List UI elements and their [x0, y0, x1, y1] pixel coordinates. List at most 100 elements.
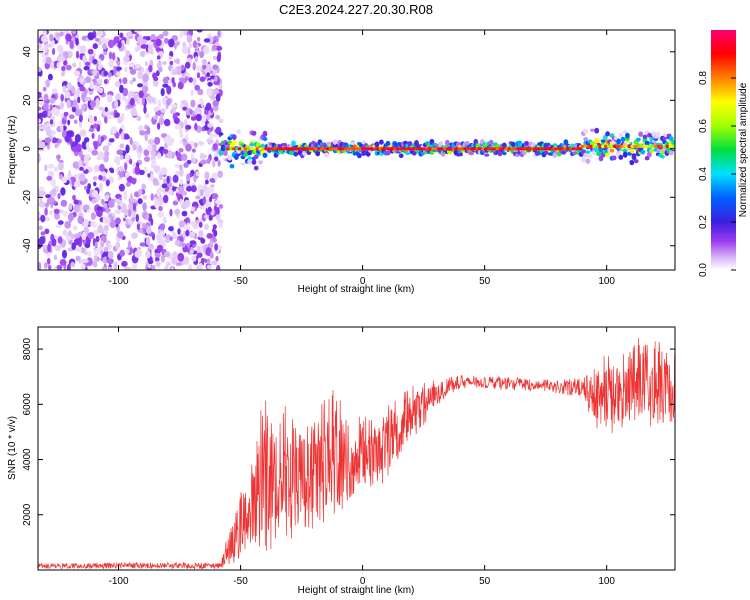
spectrogram-noise-cell — [100, 240, 105, 248]
spectrogram-signal-cell — [609, 148, 615, 153]
spectrogram-signal-cell — [444, 139, 450, 146]
spectrogram-signal-cell — [662, 132, 668, 137]
spectrogram-noise-cell — [65, 64, 72, 71]
spectrogram-noise-cell — [199, 76, 206, 82]
spectrogram-noise-cell — [72, 161, 80, 169]
spectrogram-ylabel: Frequency (Hz) — [7, 116, 18, 185]
spectrogram-noise-cell — [189, 240, 197, 245]
spectrogram-noise-cell — [147, 173, 151, 178]
spectrogram-signal-cell — [618, 132, 624, 138]
spectrogram-signal-cell — [616, 152, 621, 156]
spectrogram-noise-cell — [60, 71, 65, 77]
colorbar-tick-label: 0.4 — [698, 167, 709, 181]
spectrogram-noise-cell — [68, 203, 73, 211]
spectrogram-noise-cell — [43, 262, 48, 269]
spectrogram-noise-cell — [217, 160, 221, 167]
spectrogram-noise-cell — [60, 187, 66, 196]
spectrogram-noise-cell — [204, 223, 209, 230]
spectrogram-noise-cell — [69, 40, 74, 49]
spectrogram-noise-cell — [195, 65, 202, 72]
spectrogram-noise-cell — [60, 93, 64, 102]
spectrogram-noise-cell — [154, 115, 158, 120]
spectrogram-noise-cell — [165, 238, 170, 244]
spectrogram-noise-cell — [114, 100, 119, 109]
spectrogram-signal-cell — [642, 134, 648, 139]
spectrogram-noise-cell — [134, 250, 142, 258]
spectrogram-noise-cell — [73, 204, 80, 213]
spectrogram-noise-cell — [180, 100, 188, 105]
spectrogram-noise-cell — [190, 157, 197, 164]
spectrogram-xlabel: Height of straight line (km) — [298, 284, 415, 295]
spectrogram-noise-cell — [206, 264, 213, 270]
spectrogram-noise-cell — [143, 149, 150, 157]
spectrogram-noise-cell — [39, 196, 43, 204]
spectrogram-noise-cell — [107, 72, 112, 78]
spectrogram-noise-cell — [107, 258, 114, 265]
spectrogram-noise-cell — [93, 141, 98, 150]
spectrogram-noise-cell — [154, 199, 158, 209]
spectrogram-noise-cell — [199, 160, 207, 165]
spectrogram-noise-cell — [142, 223, 147, 229]
spectrogram-noise-cell — [52, 47, 56, 56]
spectrogram-noise-cell — [214, 199, 221, 205]
spectrogram-noise-cell — [46, 257, 51, 265]
spectrogram-noise-cell — [134, 46, 139, 53]
spectrogram-noise-cell — [218, 84, 223, 90]
spectrogram-signal-cell — [488, 139, 494, 146]
spectrogram-noise-cell — [212, 64, 219, 70]
spectrogram-noise-cell — [190, 99, 196, 108]
spectrogram-noise-cell — [194, 122, 198, 131]
spectrogram-cells — [38, 30, 675, 270]
colorbar-tick-label: 0.8 — [698, 71, 709, 85]
spectrogram-noise-cell — [215, 255, 219, 262]
spectrogram-noise-cell — [44, 164, 48, 172]
spectrogram-noise-cell — [114, 156, 121, 164]
spectrogram-noise-cell — [60, 124, 64, 133]
spectrogram-noise-cell — [178, 220, 185, 228]
spectrogram-noise-cell — [42, 86, 47, 92]
spectrogram-noise-cell — [124, 266, 131, 270]
spectrogram-noise-cell — [123, 55, 130, 62]
spectrogram-noise-cell — [180, 64, 185, 71]
spectrogram-noise-cell — [200, 154, 207, 159]
spectrogram-noise-cell — [76, 87, 80, 97]
spectrogram-noise-cell — [39, 236, 45, 245]
spectrogram-peak-cell — [671, 144, 675, 148]
spectrogram-signal-cell — [247, 159, 253, 165]
spectrogram-noise-cell — [131, 264, 136, 270]
spectrogram-noise-cell — [78, 247, 83, 253]
spectrogram-noise-cell — [198, 141, 205, 146]
spectrogram-signal-cell — [357, 152, 362, 159]
spectrogram-noise-cell — [97, 64, 102, 71]
snr-ticks: -100 -50 0 50 100 2000 4000 6000 8000 — [22, 327, 675, 587]
spectrogram-noise-cell — [196, 245, 200, 254]
spectrogram-noise-cell — [97, 224, 104, 234]
spectrogram-noise-cell — [143, 81, 149, 86]
spectrogram-noise-cell — [115, 71, 121, 77]
spectrogram-noise-cell — [85, 141, 90, 149]
spectrogram-noise-cell — [209, 196, 213, 203]
spectrogram-signal-cell — [572, 151, 578, 156]
spectrogram-noise-cell — [188, 77, 193, 83]
spectrogram-noise-cell — [199, 98, 203, 104]
spectrogram-noise-cell — [59, 259, 67, 266]
spectrogram-noise-cell — [131, 177, 137, 185]
spectrogram-signal-cell — [583, 137, 589, 142]
spectrogram-noise-cell — [144, 61, 148, 67]
spectrogram-noise-cell — [118, 183, 125, 192]
spectrogram-signal-cell — [231, 134, 237, 141]
spectrogram-signal-cell — [218, 132, 224, 136]
spectrogram-noise-cell — [71, 106, 77, 113]
spectrogram-noise-cell — [176, 152, 182, 161]
spectrogram-noise-cell — [75, 143, 82, 153]
spectrogram-noise-cell — [79, 86, 86, 92]
spectrogram-noise-cell — [147, 259, 154, 265]
spectrogram-signal-cell — [291, 140, 296, 147]
spectrogram-signal-cell — [622, 130, 628, 134]
colorbar-label: Normalized spectral amplitude — [738, 82, 749, 217]
spectrogram-noise-cell — [40, 214, 46, 223]
spectrogram-noise-cell — [160, 167, 168, 176]
spectrogram-noise-cell — [94, 85, 98, 92]
spectrogram-signal-cell — [282, 142, 288, 147]
spectrogram-noise-cell — [145, 36, 151, 41]
